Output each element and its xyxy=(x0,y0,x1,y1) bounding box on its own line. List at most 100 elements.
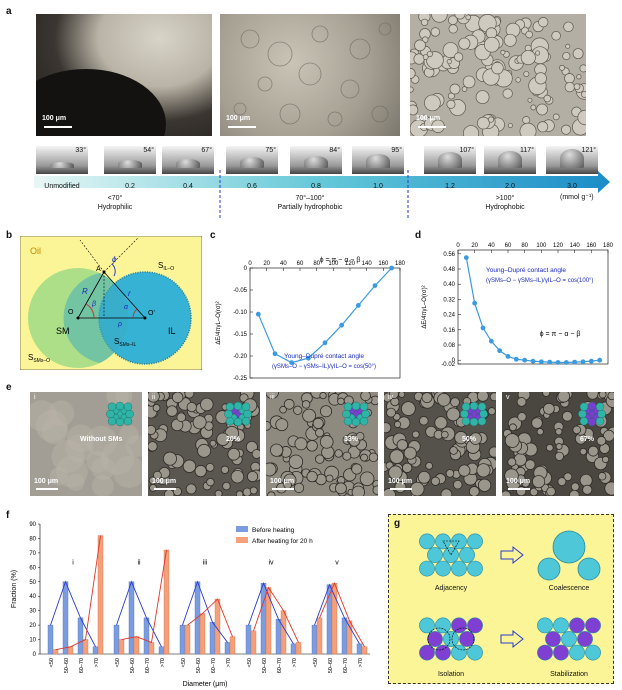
droplet xyxy=(603,429,614,442)
bar-after xyxy=(52,649,59,655)
bar-before xyxy=(341,617,348,655)
data-point xyxy=(513,356,519,362)
droplet xyxy=(587,445,599,457)
bar-before xyxy=(47,624,54,655)
bar-before xyxy=(245,624,252,655)
droplet xyxy=(315,428,325,438)
teal-particle xyxy=(115,417,125,427)
droplet-circle xyxy=(451,560,467,577)
droplet xyxy=(554,451,564,461)
droplet xyxy=(200,397,214,412)
bubble xyxy=(426,50,433,58)
data-point xyxy=(580,359,586,365)
droplet xyxy=(557,392,571,403)
x-tick-label: >70 xyxy=(94,658,100,667)
panel-label-b: b xyxy=(6,230,13,241)
teal-particle xyxy=(469,417,479,427)
bubble xyxy=(503,33,517,47)
droplet xyxy=(582,484,593,495)
droplet xyxy=(598,392,607,399)
droplet-circle xyxy=(435,644,451,661)
droplet xyxy=(214,489,223,496)
point-a-label: A xyxy=(96,266,101,273)
teal-particle xyxy=(597,409,606,419)
droplet xyxy=(476,392,489,402)
teal-particle xyxy=(595,402,605,412)
micrograph-e-ii: ii 20% 100 μm xyxy=(148,392,260,496)
point-o2-label: O' xyxy=(148,310,155,317)
droplet-circle xyxy=(435,560,451,577)
x-tick-label: <50 xyxy=(49,658,55,667)
x-tick-label: <50 xyxy=(313,658,319,667)
teal-particle xyxy=(461,417,471,426)
data-point xyxy=(372,283,378,288)
teal-particle xyxy=(241,417,251,426)
panel-label-e: e xyxy=(6,382,12,393)
droplet-shape xyxy=(176,158,200,168)
scale-bar xyxy=(390,488,412,490)
data-point xyxy=(355,303,361,308)
stabilization-label: Stabilization xyxy=(550,671,588,678)
droplet xyxy=(351,485,365,496)
droplet xyxy=(182,459,197,473)
sub-label: ii xyxy=(152,394,156,401)
bar-after xyxy=(97,535,104,655)
bubble xyxy=(579,64,586,73)
x-tick-label: 140 xyxy=(362,261,373,267)
droplet xyxy=(288,454,304,469)
y-tick-label: 80 xyxy=(29,536,36,542)
bubble xyxy=(422,54,429,60)
bubble xyxy=(561,124,572,135)
teal-particle xyxy=(579,417,589,426)
droplet-shape xyxy=(498,150,522,168)
x-tick-label: >70 xyxy=(358,658,364,667)
teal-particle xyxy=(342,409,351,419)
sub-label: i xyxy=(34,394,36,401)
x-tick-label: 160 xyxy=(586,243,597,249)
bar-after xyxy=(82,639,89,655)
droplet-image: 33° xyxy=(36,146,88,174)
data-point xyxy=(472,300,478,306)
droplet-circle xyxy=(577,631,593,647)
droplet-image: 75° xyxy=(226,146,278,174)
teal-particle xyxy=(125,409,134,419)
teal-particle xyxy=(343,402,353,412)
plot-frame xyxy=(457,249,609,365)
bar-before xyxy=(260,583,267,655)
region-range: <70° xyxy=(107,195,123,202)
bubble xyxy=(534,72,547,85)
x-tick-label: 50–60 xyxy=(64,658,70,673)
data-point xyxy=(255,311,261,317)
y-tick-label: 70 xyxy=(29,551,36,557)
droplet xyxy=(275,418,289,432)
droplet-circle xyxy=(585,644,601,661)
droplet-circle xyxy=(451,644,467,661)
bubble xyxy=(448,24,458,34)
x-tick-label: 0 xyxy=(248,261,252,267)
droplet xyxy=(546,486,556,496)
panel-label-c: c xyxy=(210,230,216,241)
blur-blob xyxy=(55,455,88,488)
region-range: >100° xyxy=(495,195,515,202)
group-label: iv xyxy=(268,559,274,566)
x-tick-label: <50 xyxy=(247,658,253,667)
contact-angle-label: 121° xyxy=(581,147,596,154)
teal-particle xyxy=(359,402,369,412)
bar-before xyxy=(128,581,135,655)
droplet xyxy=(351,463,363,475)
data-point xyxy=(530,358,536,364)
bar-before xyxy=(290,643,297,655)
sub-label: iii xyxy=(270,394,275,401)
micrograph-hydrophobic: 100 μm xyxy=(410,14,586,136)
droplet xyxy=(409,481,425,496)
y-tick-label: 10 xyxy=(29,638,36,644)
droplet xyxy=(246,470,259,483)
droplet xyxy=(342,451,352,461)
bar-after xyxy=(133,636,140,655)
region-hydrophilic: <70° Hydrophilic xyxy=(85,194,145,212)
adjacency-label: Adjacency xyxy=(434,585,468,592)
droplet-circle xyxy=(419,617,435,634)
scale-bar xyxy=(508,488,530,490)
isolation-label: Isolation xyxy=(437,671,465,678)
teal-particle xyxy=(578,409,587,419)
